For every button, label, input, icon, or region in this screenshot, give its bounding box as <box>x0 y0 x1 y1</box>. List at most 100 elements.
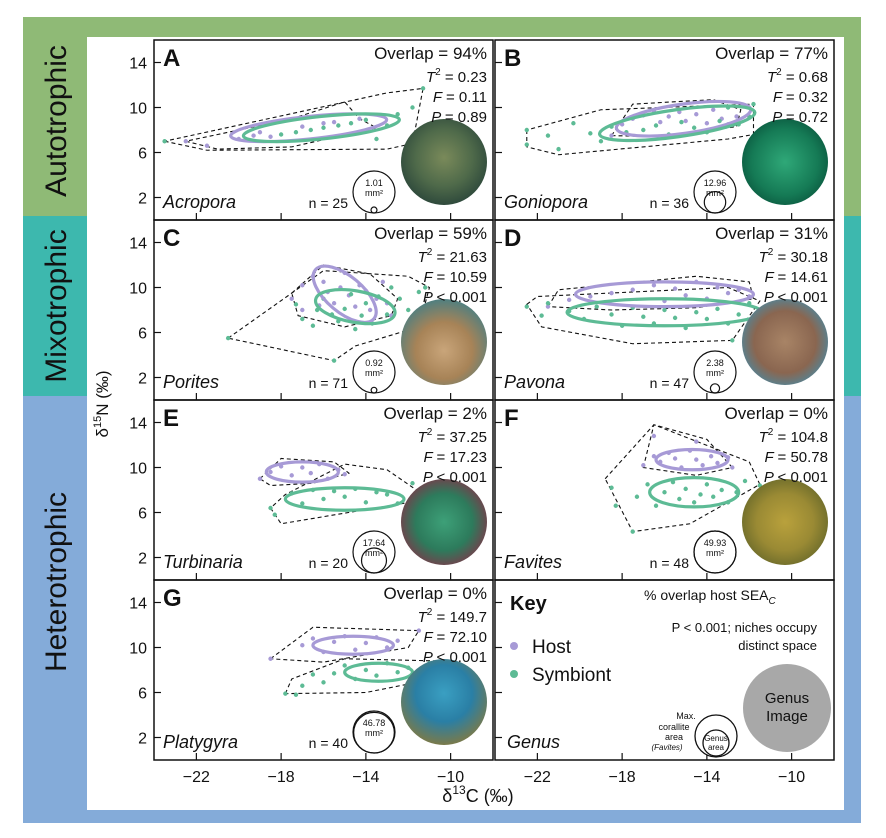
host-point <box>300 283 305 288</box>
symbiont-hull <box>226 270 431 362</box>
key-max-area-text-3: area <box>665 732 683 742</box>
host-point <box>683 118 688 124</box>
host-point <box>367 307 373 313</box>
stat-p: P < 0.001 <box>764 469 828 486</box>
host-point <box>694 112 699 117</box>
y-tick-label: 10 <box>129 641 147 658</box>
symbiont-point <box>539 313 544 318</box>
symbiont-point <box>641 314 646 319</box>
stat-t2: T2 = 21.63 <box>418 247 487 266</box>
symbiont-point <box>691 500 697 505</box>
host-point <box>715 285 720 290</box>
host-hull <box>259 457 351 487</box>
symbiont-point <box>545 133 551 138</box>
symbiont-hull <box>526 103 755 156</box>
symbiont-hull <box>164 87 424 151</box>
symbiont-point <box>300 316 305 322</box>
symbiont-point <box>331 488 337 494</box>
symbiont-point <box>677 496 682 502</box>
symbiont-point <box>342 306 347 312</box>
genus-area-circle <box>709 383 721 394</box>
y-tick-label: 6 <box>138 506 147 523</box>
symbiont-point <box>423 285 428 290</box>
genus-name: Pavona <box>504 372 565 392</box>
symbiont-point <box>278 132 284 137</box>
host-hull <box>268 626 420 663</box>
key-genus-area-text-2: area <box>708 743 725 752</box>
symbiont-point <box>363 500 369 505</box>
symbiont-point <box>374 136 379 142</box>
symbiont-point <box>410 105 415 110</box>
symbiont-point <box>691 125 697 130</box>
host-point <box>651 283 657 288</box>
symbiont-point <box>736 312 741 317</box>
host-point <box>609 290 614 296</box>
host-point <box>694 457 699 462</box>
y-tick-label: 10 <box>129 281 147 298</box>
symbiont-point <box>416 289 422 295</box>
key-max-area-text-4: (Favites) <box>651 743 682 752</box>
host-point <box>257 130 263 135</box>
host-ellipse <box>654 447 730 472</box>
symbiont-point <box>609 485 614 490</box>
host-ellipse <box>311 264 378 324</box>
panels: 2 6 10 14 2 6 10 14 2 6 10 14 2 6 10 14 −22 −18 −14 −10 −22 −… <box>129 39 835 786</box>
panel-letter: C <box>163 225 180 252</box>
symbiont-point <box>719 487 724 493</box>
sample-size: n = 71 <box>309 375 349 391</box>
host-point <box>666 114 671 119</box>
area-value: 1.01 <box>365 178 383 188</box>
symbiont-point <box>598 139 604 144</box>
stat-f: F = 72.10 <box>423 629 487 646</box>
genus-photo <box>401 479 487 565</box>
host-point <box>251 133 256 138</box>
symbiont-point <box>397 296 402 301</box>
symbiont-point <box>293 302 299 307</box>
host-point <box>395 638 400 643</box>
genus-name: Porites <box>163 372 219 392</box>
host-point <box>566 297 572 303</box>
symbiont-point <box>711 494 716 499</box>
symbiont-hull <box>269 463 431 525</box>
symbiont-ellipse <box>283 486 406 512</box>
host-hull <box>642 424 734 476</box>
host-ellipse <box>264 460 340 484</box>
symbiont-point <box>630 529 635 534</box>
key-overlap-label: % overlap host SEAC <box>644 587 777 607</box>
host-point <box>708 454 714 459</box>
symbiont-point <box>336 123 341 128</box>
key-host-dot <box>510 642 518 650</box>
host-point <box>300 465 305 470</box>
host-point <box>672 286 678 291</box>
overlap-label: Overlap = 0% <box>384 584 487 603</box>
symbiont-point <box>348 121 354 126</box>
area-value: 0.92 <box>365 358 383 368</box>
stat-f: F = 50.78 <box>764 449 828 466</box>
x-tick-label: −22 <box>183 769 210 786</box>
area-value: 2.38 <box>706 358 724 368</box>
host-point <box>730 465 735 470</box>
stat-t2: T2 = 104.8 <box>759 427 828 446</box>
area-value: 17.64 <box>363 538 386 548</box>
sample-size: n = 47 <box>650 375 690 391</box>
symbiont-point <box>321 680 326 685</box>
y-tick-label: 6 <box>138 146 147 163</box>
key-genus-image-text-2: Image <box>766 708 808 725</box>
host-point <box>268 469 273 475</box>
band-label-autotrophic: Autotrophic <box>40 45 73 197</box>
symbiont-point <box>363 667 369 673</box>
symbiont-point <box>524 127 529 133</box>
symbiont-ellipse <box>343 661 415 683</box>
key-host-label: Host <box>532 637 572 658</box>
genus-name: Acropora <box>162 192 236 212</box>
genus-name: Goniopora <box>504 192 588 212</box>
stat-t2: T2 = 37.25 <box>418 427 487 446</box>
genus-name: Platygyra <box>163 732 238 752</box>
symbiont-point <box>342 494 347 499</box>
panel-letter: E <box>163 405 179 432</box>
x-tick-label: −14 <box>693 769 720 786</box>
host-point <box>268 134 273 139</box>
